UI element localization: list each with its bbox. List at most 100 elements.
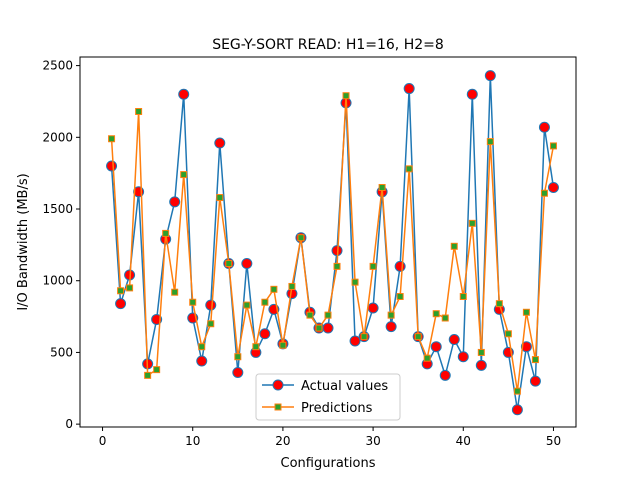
- prediction-point: [225, 260, 233, 268]
- prediction-point: [432, 310, 440, 318]
- prediction-point: [495, 300, 503, 308]
- actual-point: [448, 334, 460, 346]
- legend-marker-predictions: [274, 403, 282, 411]
- prediction-point: [513, 387, 521, 395]
- prediction-point: [189, 298, 197, 306]
- actual-point: [475, 359, 487, 371]
- prediction-point: [279, 341, 287, 349]
- prediction-point: [549, 142, 557, 150]
- prediction-point: [207, 320, 215, 328]
- prediction-point: [459, 292, 467, 300]
- y-tick-label: 1000: [42, 274, 73, 288]
- actual-point: [529, 375, 541, 387]
- prediction-point: [108, 135, 116, 143]
- x-tick-label: 50: [546, 434, 561, 448]
- actual-point: [511, 404, 523, 416]
- prediction-point: [234, 353, 242, 361]
- prediction-point: [198, 343, 206, 351]
- actual-point: [205, 299, 217, 311]
- y-tick-label: 1500: [42, 202, 73, 216]
- actual-point: [430, 341, 442, 353]
- prediction-point: [351, 278, 359, 286]
- actual-point: [322, 322, 334, 334]
- prediction-point: [324, 311, 332, 319]
- prediction-point: [540, 189, 548, 197]
- actual-point: [115, 298, 127, 310]
- prediction-point: [144, 371, 152, 379]
- x-tick-label: 0: [99, 434, 107, 448]
- actual-point: [439, 369, 451, 381]
- y-tick-label: 2000: [42, 130, 73, 144]
- actual-point: [484, 70, 496, 82]
- prediction-point: [360, 333, 368, 341]
- actual-point: [196, 355, 208, 367]
- prediction-point: [171, 288, 179, 296]
- prediction-point: [180, 171, 188, 179]
- prediction-point: [342, 92, 350, 100]
- plot-frame: [79, 56, 577, 428]
- prediction-point: [288, 282, 296, 290]
- x-tick-label: 30: [365, 434, 380, 448]
- legend: Actual values Predictions: [255, 373, 401, 421]
- prediction-point: [468, 219, 476, 227]
- x-tick-label: 10: [185, 434, 200, 448]
- actual-point: [106, 160, 118, 172]
- prediction-point: [477, 348, 485, 356]
- prediction-point: [333, 262, 341, 270]
- prediction-point: [315, 324, 323, 332]
- actual-point: [547, 182, 559, 194]
- actual-point: [457, 351, 469, 363]
- actual-point: [259, 328, 271, 340]
- actual-point: [232, 367, 244, 379]
- prediction-point: [486, 138, 494, 146]
- prediction-point: [126, 284, 134, 292]
- prediction-point: [378, 184, 386, 192]
- legend-marker-actual: [272, 379, 284, 391]
- prediction-point: [306, 311, 314, 319]
- prediction-point: [531, 356, 539, 364]
- prediction-point: [162, 229, 170, 237]
- y-tick-label: 0: [65, 417, 73, 431]
- prediction-point: [216, 194, 224, 202]
- prediction-point: [423, 354, 431, 362]
- prediction-point: [504, 330, 512, 338]
- prediction-point: [450, 242, 458, 250]
- y-tick-label: 500: [50, 345, 73, 359]
- actual-point: [349, 335, 361, 347]
- prediction-point: [117, 287, 125, 295]
- actual-point: [241, 258, 253, 270]
- prediction-point: [441, 314, 449, 322]
- actual-point: [367, 302, 379, 314]
- legend-label-predictions: Predictions: [301, 401, 373, 416]
- y-tick-label: 2500: [42, 59, 73, 73]
- prediction-point: [387, 311, 395, 319]
- actual-point: [520, 341, 532, 353]
- x-tick-label: 40: [456, 434, 471, 448]
- actual-point: [214, 137, 226, 149]
- prediction-point: [396, 292, 404, 300]
- x-axis-label: Configurations: [281, 456, 376, 471]
- actual-point: [169, 196, 181, 208]
- prediction-point: [270, 285, 278, 293]
- legend-label-actual: Actual values: [301, 379, 388, 394]
- prediction-point: [369, 262, 377, 270]
- x-tick-label: 20: [275, 434, 290, 448]
- plot-area: [106, 70, 559, 416]
- chart-title: SEG-Y-SORT READ: H1=16, H2=8: [212, 37, 444, 53]
- actual-point: [466, 88, 478, 100]
- prediction-point: [414, 333, 422, 341]
- y-axis-label: I/O Bandwidth (MB/s): [16, 173, 31, 310]
- prediction-point: [522, 308, 530, 316]
- actual-point: [178, 88, 190, 100]
- prediction-point: [153, 366, 161, 374]
- actual-point: [538, 121, 550, 133]
- prediction-point: [261, 298, 269, 306]
- actual-point: [403, 83, 415, 95]
- prediction-point: [252, 343, 260, 351]
- prediction-point: [297, 234, 305, 242]
- prediction-point: [243, 301, 251, 309]
- series-line-predictions: [110, 94, 555, 392]
- prediction-point: [135, 107, 143, 115]
